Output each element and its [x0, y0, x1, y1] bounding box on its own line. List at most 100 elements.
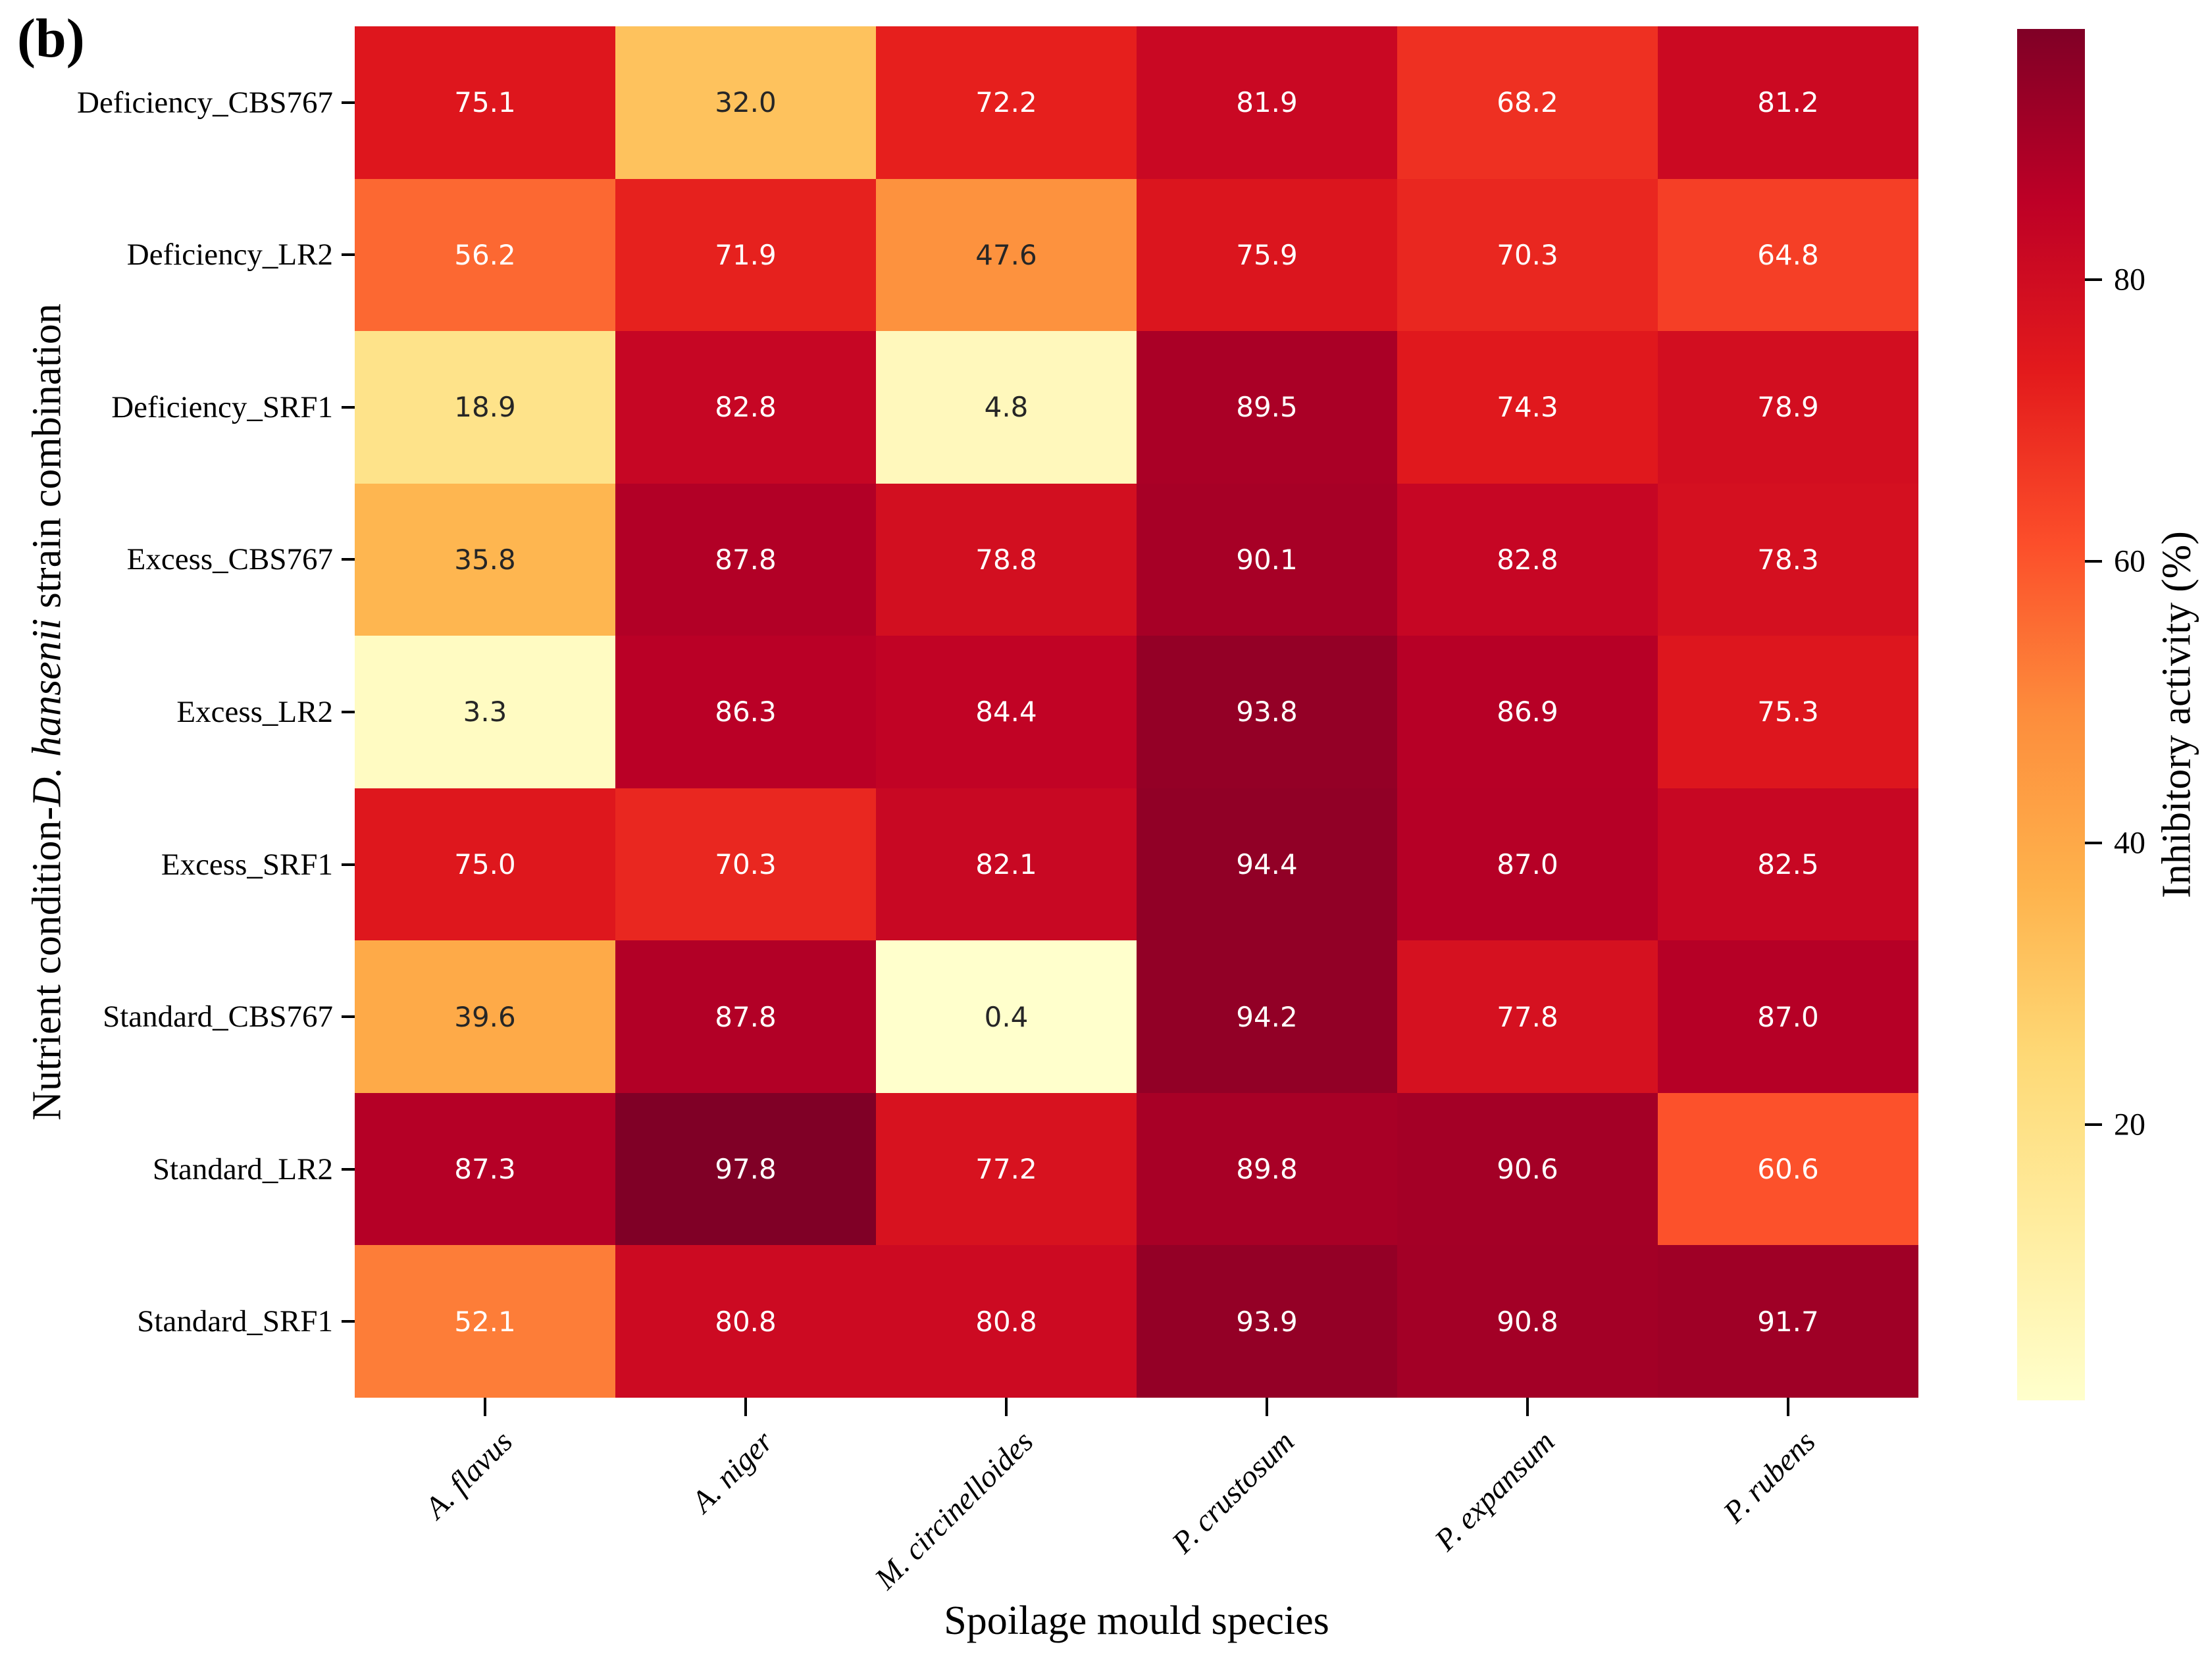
heatmap-cell: 72.2 — [876, 26, 1137, 179]
cell-value: 75.1 — [454, 86, 516, 119]
heatmap-cell: 75.1 — [355, 26, 615, 179]
heatmap-cell: 70.3 — [615, 788, 876, 941]
heatmap-cell: 81.9 — [1137, 26, 1397, 179]
heatmap-cell: 90.1 — [1137, 483, 1397, 636]
heatmap-cell: 64.8 — [1658, 178, 1918, 332]
heatmap-cell: 90.8 — [1397, 1245, 1658, 1398]
colorbar-tick-mark — [2085, 278, 2102, 281]
heatmap-cell: 82.8 — [1397, 483, 1658, 636]
cell-value: 87.8 — [715, 1000, 777, 1033]
heatmap-cell: 47.6 — [876, 178, 1137, 332]
colorbar-tick-mark — [2085, 1123, 2102, 1126]
heatmap-cell: 52.1 — [355, 1245, 615, 1398]
cell-value: 89.8 — [1236, 1153, 1298, 1186]
colorbar-tick-label: 80 — [2114, 262, 2145, 297]
cell-value: 68.2 — [1497, 86, 1558, 119]
cell-value: 97.8 — [715, 1153, 777, 1186]
cell-value: 94.4 — [1236, 848, 1298, 881]
heatmap-cell: 60.6 — [1658, 1092, 1918, 1246]
x-tick-mark — [1266, 1398, 1268, 1416]
cell-value: 0.4 — [984, 1000, 1029, 1033]
y-tick-label: Excess_LR2 — [176, 695, 333, 729]
heatmap-cell: 84.4 — [876, 636, 1137, 788]
x-tick-label: P. crustosum — [1165, 1424, 1301, 1560]
cell-value: 90.1 — [1236, 543, 1298, 576]
heatmap-cell: 4.8 — [876, 331, 1137, 484]
cell-value: 47.6 — [975, 238, 1037, 271]
heatmap-cell: 78.9 — [1658, 331, 1918, 484]
heatmap-cell: 77.2 — [876, 1092, 1137, 1246]
cell-value: 81.2 — [1757, 86, 1819, 119]
y-tick-label: Standard_SRF1 — [137, 1304, 333, 1339]
cell-value: 35.8 — [454, 543, 516, 576]
colorbar-gradient — [2017, 29, 2085, 1400]
cell-value: 90.6 — [1497, 1153, 1558, 1186]
x-tick-mark — [484, 1398, 486, 1416]
y-tick-mark — [342, 558, 355, 561]
cell-value: 74.3 — [1497, 391, 1558, 424]
y-tick-label: Deficiency_LR2 — [126, 238, 333, 272]
heatmap-cell: 87.8 — [615, 940, 876, 1093]
y-tick-mark — [342, 101, 355, 104]
colorbar-tick-label: 60 — [2114, 544, 2145, 579]
cell-value: 90.8 — [1497, 1305, 1558, 1338]
cell-value: 89.5 — [1236, 391, 1298, 424]
cell-value: 78.8 — [975, 543, 1037, 576]
cell-value: 87.0 — [1757, 1000, 1819, 1033]
heatmap-cell: 80.8 — [876, 1245, 1137, 1398]
cell-value: 4.8 — [984, 391, 1029, 424]
cell-value: 80.8 — [975, 1305, 1037, 1338]
heatmap-cell: 91.7 — [1658, 1245, 1918, 1398]
y-tick-label: Excess_SRF1 — [161, 847, 333, 882]
cell-value: 75.9 — [1236, 238, 1298, 271]
y-tick-label: Standard_LR2 — [152, 1152, 333, 1186]
cell-value: 80.8 — [715, 1305, 777, 1338]
y-tick-mark — [342, 711, 355, 713]
heatmap-cell: 94.4 — [1137, 788, 1397, 941]
colorbar-tick-label: 20 — [2114, 1107, 2145, 1142]
y-tick-mark — [342, 1015, 355, 1019]
heatmap-cell: 86.9 — [1397, 636, 1658, 788]
cell-value: 32.0 — [715, 86, 777, 119]
x-tick-label: A. flavus — [418, 1424, 519, 1525]
y-tick-mark — [342, 863, 355, 866]
heatmap-cell: 93.8 — [1137, 636, 1397, 788]
cell-value: 70.3 — [1497, 238, 1558, 271]
heatmap-cell: 39.6 — [355, 940, 615, 1093]
x-tick-mark — [1526, 1398, 1529, 1416]
heatmap-cell: 71.9 — [615, 178, 876, 332]
heatmap-cell: 82.5 — [1658, 788, 1918, 941]
heatmap-cell: 78.8 — [876, 483, 1137, 636]
cell-value: 93.8 — [1236, 696, 1298, 728]
cell-value: 70.3 — [715, 848, 777, 881]
cell-value: 71.9 — [715, 238, 777, 271]
x-tick-label: P. rubens — [1716, 1424, 1822, 1530]
cell-value: 75.3 — [1757, 696, 1819, 728]
heatmap-cell: 75.9 — [1137, 178, 1397, 332]
cell-value: 75.0 — [454, 848, 516, 881]
cell-value: 93.9 — [1236, 1305, 1298, 1338]
heatmap-cell: 93.9 — [1137, 1245, 1397, 1398]
heatmap-cell: 74.3 — [1397, 331, 1658, 484]
heatmap-grid: 75.1 32.0 72.2 81.9 68.2 81.2 56.2 71.9 47.6 75.9… — [355, 26, 1918, 1398]
x-tick-mark — [1787, 1398, 1789, 1416]
heatmap-cell: 87.0 — [1658, 940, 1918, 1093]
heatmap-cell: 87.0 — [1397, 788, 1658, 941]
y-tick-label: Standard_CBS767 — [103, 1000, 333, 1034]
heatmap-cell: 81.2 — [1658, 26, 1918, 179]
colorbar-tick-mark — [2085, 559, 2102, 563]
heatmap-cell: 87.8 — [615, 483, 876, 636]
heatmap-cell: 77.8 — [1397, 940, 1658, 1093]
heatmap-cell: 0.4 — [876, 940, 1137, 1093]
cell-value: 3.3 — [463, 696, 507, 728]
heatmap-cell: 89.8 — [1137, 1092, 1397, 1246]
cell-value: 87.8 — [715, 543, 777, 576]
cell-value: 82.8 — [715, 391, 777, 424]
x-axis-title: Spoilage mould species — [944, 1598, 1329, 1643]
cell-value: 77.2 — [975, 1153, 1037, 1186]
colorbar-label: Inhibitory activity (%) — [2154, 531, 2199, 898]
cell-value: 77.8 — [1497, 1000, 1558, 1033]
cell-value: 87.0 — [1497, 848, 1558, 881]
heatmap-cell: 32.0 — [615, 26, 876, 179]
cell-value: 52.1 — [454, 1305, 516, 1338]
